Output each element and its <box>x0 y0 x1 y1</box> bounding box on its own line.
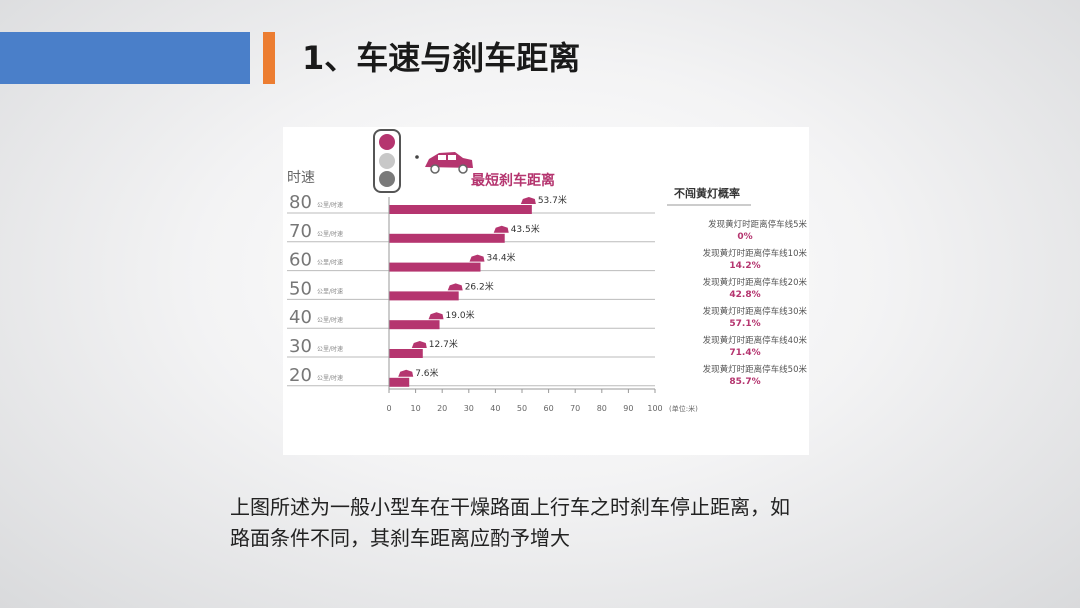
bar <box>389 377 410 387</box>
bar-row-70: 70 公里/时速 43.5米 <box>287 221 655 243</box>
speed-label: 70 <box>289 221 312 242</box>
x-tick-label: 30 <box>464 404 474 413</box>
unit-label: (单位:米) <box>669 404 698 413</box>
speed-unit-label: 公里/时速 <box>317 287 343 295</box>
value-label: 7.6米 <box>415 367 438 379</box>
x-tick-label: 20 <box>437 404 447 413</box>
speed-unit-label: 公里/时速 <box>317 230 343 238</box>
speed-label: 60 <box>289 250 312 271</box>
speed-unit-label: 公里/时速 <box>317 345 343 353</box>
side-panel-item: 发现黄灯时距离停车线30米 57.1% <box>703 306 808 329</box>
speed-unit-label: 公里/时速 <box>317 374 343 382</box>
x-tick-label: 10 <box>411 404 421 413</box>
car-marker-icon <box>493 225 509 233</box>
side-panel-item-pct: 42.8% <box>729 290 760 300</box>
bar <box>389 205 532 214</box>
speed-label: 50 <box>289 278 312 299</box>
traffic-light-icon <box>373 129 401 193</box>
bar <box>389 291 459 301</box>
bar <box>389 262 481 272</box>
x-tick-label: 90 <box>623 404 633 413</box>
x-tick-label: 0 <box>386 404 391 413</box>
car-marker-icon <box>520 197 536 204</box>
car-marker-icon <box>469 254 485 262</box>
slide-caption: 上图所述为一般小型车在干燥路面上行车之时刹车停止距离，如 路面条件不同，其刹车距… <box>230 492 870 554</box>
x-tick-label: 60 <box>544 404 554 413</box>
side-panel-item-text: 发现黄灯时距离停车线30米 <box>703 306 808 317</box>
side-panel-item-pct: 0% <box>737 232 752 242</box>
bar-row-40: 40 公里/时速 19.0米 <box>287 307 655 330</box>
speed-unit-label: 公里/时速 <box>317 259 343 267</box>
x-tick-label: 100 <box>647 404 662 413</box>
car-marker-icon <box>411 341 427 348</box>
value-label: 19.0米 <box>446 309 475 321</box>
braking-distance-chart: 最短刹车距离 时速 不闯黄灯概率 80 公里/时速 53.7米 70 公里/时速 43.5… <box>283 127 809 455</box>
side-panel-item-text: 发现黄灯时距离停车线40米 <box>703 335 808 346</box>
speed-label: 20 <box>289 365 312 386</box>
title-accent-marker <box>263 32 275 84</box>
bar <box>389 349 423 358</box>
speed-label: 80 <box>289 192 312 213</box>
bar-row-20: 20 公里/时速 7.6米 <box>287 365 655 387</box>
side-panel-item: 发现黄灯时距离停车线40米 71.4% <box>703 335 808 358</box>
side-panel-item-pct: 14.2% <box>729 261 760 271</box>
x-tick-label: 40 <box>490 404 500 413</box>
speed-label: 40 <box>289 307 312 328</box>
x-tick-label: 80 <box>597 404 607 413</box>
car-marker-icon <box>428 312 444 320</box>
car-icon <box>415 152 473 174</box>
x-tick-label: 50 <box>517 404 527 413</box>
side-panel-item: 发现黄灯时距离停车线10米 14.2% <box>703 248 808 271</box>
x-tick-label: 70 <box>570 404 580 413</box>
speed-label: 30 <box>289 336 312 357</box>
bar <box>389 320 440 330</box>
side-panel-item: 发现黄灯时距离停车线5米 0% <box>708 219 807 242</box>
side-panel-item: 发现黄灯时距离停车线20米 42.8% <box>703 277 808 300</box>
chart-canvas: 最短刹车距离 时速 不闯黄灯概率 80 公里/时速 53.7米 70 公里/时速 43.5… <box>287 129 808 413</box>
side-panel-item-text: 发现黄灯时距离停车线50米 <box>703 364 808 375</box>
value-label: 53.7米 <box>538 194 567 206</box>
side-panel-item-text: 发现黄灯时距离停车线5米 <box>708 219 807 230</box>
side-panel-title: 不闯黄灯概率 <box>674 186 740 200</box>
value-label: 12.7米 <box>429 338 458 350</box>
side-panel-item: 发现黄灯时距离停车线50米 85.7% <box>703 364 808 387</box>
slide-title: 1、车速与刹车距离 <box>302 39 581 77</box>
bar <box>389 233 505 243</box>
side-panel-item-pct: 85.7% <box>729 377 760 387</box>
bar-row-30: 30 公里/时速 12.7米 <box>287 336 655 358</box>
chart-title: 最短刹车距离 <box>471 172 555 189</box>
title-accent-bar <box>0 32 250 84</box>
bar-row-50: 50 公里/时速 26.2米 <box>287 278 655 301</box>
side-panel-item-pct: 71.4% <box>729 348 760 358</box>
value-label: 43.5米 <box>511 223 540 235</box>
speed-unit-label: 公里/时速 <box>317 201 343 209</box>
y-axis-label: 时速 <box>287 170 315 186</box>
caption-line-2: 路面条件不同，其刹车距离应酌予增大 <box>230 526 570 550</box>
side-panel-item-text: 发现黄灯时距离停车线20米 <box>703 277 808 288</box>
value-label: 34.4米 <box>487 252 516 264</box>
bar-row-60: 60 公里/时速 34.4米 <box>287 250 655 272</box>
bar-row-80: 80 公里/时速 53.7米 <box>287 192 655 214</box>
caption-line-1: 上图所述为一般小型车在干燥路面上行车之时刹车停止距离，如 <box>230 495 790 519</box>
car-marker-icon <box>398 369 414 377</box>
speed-unit-label: 公里/时速 <box>317 316 343 324</box>
value-label: 26.2米 <box>465 280 494 292</box>
side-panel-item-pct: 57.1% <box>729 319 760 329</box>
car-marker-icon <box>447 283 463 291</box>
side-panel-item-text: 发现黄灯时距离停车线10米 <box>703 248 808 259</box>
